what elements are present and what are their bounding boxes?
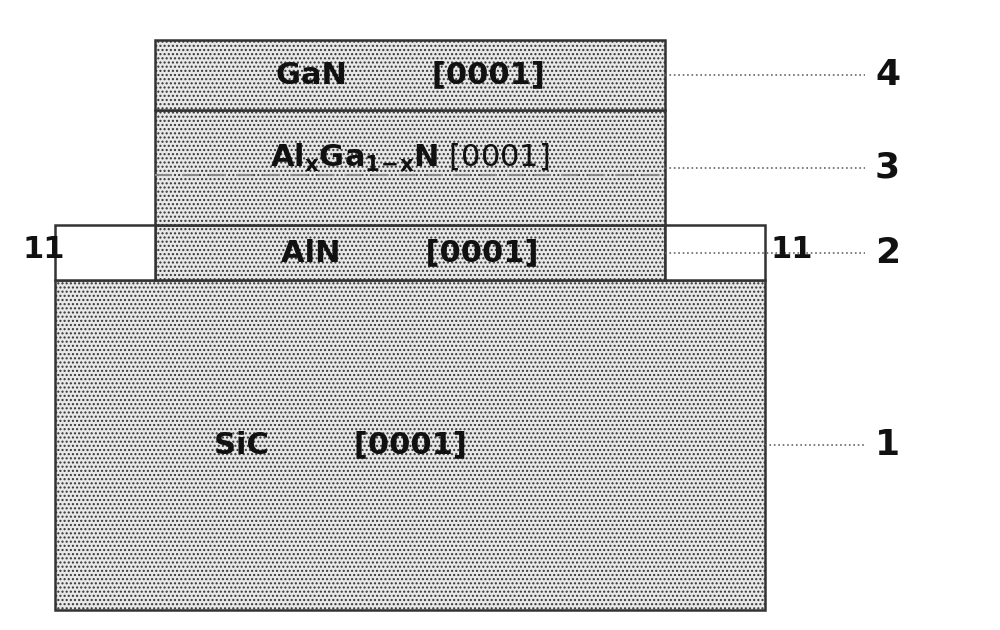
Text: SiC        [0001]: SiC [0001] <box>214 430 466 459</box>
Bar <box>155 40 665 110</box>
Text: 4: 4 <box>875 58 900 92</box>
Bar <box>155 110 665 225</box>
Text: $\mathbf{Al_xGa_{1\!-\!x}N}$ [0001]: $\mathbf{Al_xGa_{1\!-\!x}N}$ [0001] <box>270 142 550 174</box>
Bar <box>55 280 765 610</box>
Text: AlN        [0001]: AlN [0001] <box>281 239 539 268</box>
Text: GaN        [0001]: GaN [0001] <box>276 60 544 89</box>
Text: 11: 11 <box>22 236 64 265</box>
Bar <box>55 225 155 280</box>
Bar <box>665 225 765 280</box>
Text: 1: 1 <box>875 428 900 462</box>
Text: 3: 3 <box>875 151 900 185</box>
Text: 11: 11 <box>770 236 812 265</box>
Bar <box>155 225 665 280</box>
Text: 2: 2 <box>875 236 900 270</box>
